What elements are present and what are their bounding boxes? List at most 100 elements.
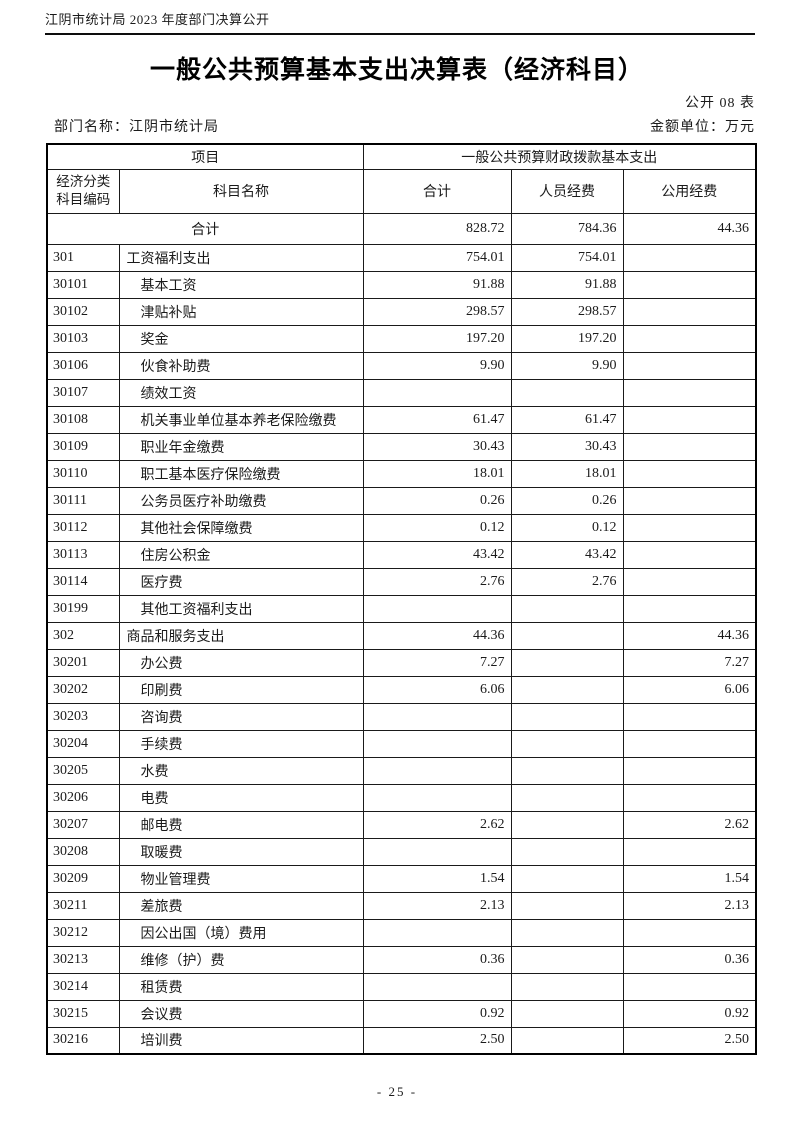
row-name: 水费 bbox=[118, 756, 364, 785]
table-header-row-2: 经济分类 科目编码 科目名称 合计 人员经费 公用经费 bbox=[46, 168, 757, 214]
table-row: 30201 办公费 7.27 7.27 bbox=[46, 648, 757, 677]
table-row: 30212 因公出国（境）费用 bbox=[46, 918, 757, 947]
row-public-value bbox=[622, 918, 757, 947]
row-total-value: 0.36 bbox=[362, 945, 512, 974]
row-personnel-value: 298.57 bbox=[510, 297, 624, 326]
row-total-value: 1.54 bbox=[362, 864, 512, 893]
row-personnel-value: 0.26 bbox=[510, 486, 624, 515]
row-code: 30113 bbox=[46, 540, 120, 569]
table-row: 302 商品和服务支出 44.36 44.36 bbox=[46, 621, 757, 650]
table-row: 30112 其他社会保障缴费 0.12 0.12 bbox=[46, 513, 757, 542]
row-public-value: 1.54 bbox=[622, 864, 757, 893]
table-row: 30204 手续费 bbox=[46, 729, 757, 758]
row-public-value bbox=[622, 459, 757, 488]
row-code: 30216 bbox=[46, 1026, 120, 1055]
row-code: 30211 bbox=[46, 891, 120, 920]
row-code: 30107 bbox=[46, 378, 120, 407]
row-public-value: 7.27 bbox=[622, 648, 757, 677]
row-total-value: 44.36 bbox=[362, 621, 512, 650]
row-name: 印刷费 bbox=[118, 675, 364, 704]
row-personnel-value bbox=[510, 594, 624, 623]
row-total-value: 0.26 bbox=[362, 486, 512, 515]
row-personnel-value: 9.90 bbox=[510, 351, 624, 380]
row-personnel-value bbox=[510, 621, 624, 650]
row-public-value: 44.36 bbox=[622, 621, 757, 650]
row-total-value bbox=[362, 918, 512, 947]
table-row: 30106 伙食补助费 9.90 9.90 bbox=[46, 351, 757, 380]
row-personnel-value bbox=[510, 729, 624, 758]
row-code: 30207 bbox=[46, 810, 120, 839]
row-code: 30114 bbox=[46, 567, 120, 596]
table-row: 30208 取暖费 bbox=[46, 837, 757, 866]
row-name: 电费 bbox=[118, 783, 364, 812]
row-public-value bbox=[622, 729, 757, 758]
row-public-value: 44.36 bbox=[622, 212, 757, 245]
budget-table: 项目 一般公共预算财政拨款基本支出 经济分类 科目编码 科目名称 合计 人员经费… bbox=[46, 143, 758, 1055]
row-public-value: 6.06 bbox=[622, 675, 757, 704]
row-total-value bbox=[362, 729, 512, 758]
row-code: 30102 bbox=[46, 297, 120, 326]
row-code: 30199 bbox=[46, 594, 120, 623]
row-personnel-value bbox=[510, 648, 624, 677]
row-public-value bbox=[622, 432, 757, 461]
table-row: 30103 奖金 197.20 197.20 bbox=[46, 324, 757, 353]
row-name: 其他社会保障缴费 bbox=[118, 513, 364, 542]
row-total-value: 197.20 bbox=[362, 324, 512, 353]
row-public-value bbox=[622, 270, 757, 299]
table-row: 30111 公务员医疗补助缴费 0.26 0.26 bbox=[46, 486, 757, 515]
row-total-value: 0.12 bbox=[362, 513, 512, 542]
row-code: 30201 bbox=[46, 648, 120, 677]
row-personnel-value bbox=[510, 675, 624, 704]
row-personnel-value bbox=[510, 756, 624, 785]
row-total-value: 91.88 bbox=[362, 270, 512, 299]
row-personnel-value: 43.42 bbox=[510, 540, 624, 569]
project-header: 项目 bbox=[46, 143, 364, 170]
row-public-value bbox=[622, 594, 757, 623]
row-total-value bbox=[362, 837, 512, 866]
row-public-value bbox=[622, 405, 757, 434]
row-code: 302 bbox=[46, 621, 120, 650]
row-code: 30112 bbox=[46, 513, 120, 542]
row-code: 301 bbox=[46, 243, 120, 272]
row-name: 物业管理费 bbox=[118, 864, 364, 893]
row-public-value bbox=[622, 702, 757, 731]
total-column-header: 合计 bbox=[362, 168, 512, 214]
row-personnel-value: 0.12 bbox=[510, 513, 624, 542]
row-personnel-value bbox=[510, 891, 624, 920]
row-personnel-value bbox=[510, 972, 624, 1001]
personnel-column-header: 人员经费 bbox=[510, 168, 624, 214]
row-code: 30108 bbox=[46, 405, 120, 434]
row-code: 30202 bbox=[46, 675, 120, 704]
table-row: 30202 印刷费 6.06 6.06 bbox=[46, 675, 757, 704]
row-personnel-value: 784.36 bbox=[510, 212, 624, 245]
table-header: 项目 一般公共预算财政拨款基本支出 经济分类 科目编码 科目名称 合计 人员经费… bbox=[46, 143, 757, 214]
row-name: 职业年金缴费 bbox=[118, 432, 364, 461]
row-code: 30209 bbox=[46, 864, 120, 893]
row-name: 手续费 bbox=[118, 729, 364, 758]
table-row: 合计 828.72 784.36 44.36 bbox=[46, 212, 757, 245]
public-column-header: 公用经费 bbox=[622, 168, 757, 214]
table-row: 30207 邮电费 2.62 2.62 bbox=[46, 810, 757, 839]
row-public-value bbox=[622, 756, 757, 785]
row-total-value: 18.01 bbox=[362, 459, 512, 488]
row-total-value: 298.57 bbox=[362, 297, 512, 326]
row-total-value: 2.13 bbox=[362, 891, 512, 920]
row-total-value bbox=[362, 594, 512, 623]
table-number-note: 公开 08 表 bbox=[685, 96, 755, 111]
row-public-value bbox=[622, 243, 757, 272]
row-name: 咨询费 bbox=[118, 702, 364, 731]
row-name: 医疗费 bbox=[118, 567, 364, 596]
row-code: 30205 bbox=[46, 756, 120, 785]
row-total-value: 7.27 bbox=[362, 648, 512, 677]
budget-group-header: 一般公共预算财政拨款基本支出 bbox=[362, 143, 757, 170]
row-personnel-value bbox=[510, 810, 624, 839]
row-name: 邮电费 bbox=[118, 810, 364, 839]
row-personnel-value: 61.47 bbox=[510, 405, 624, 434]
meta-row: 部门名称：江阴市统计局 金额单位：万元 bbox=[54, 116, 755, 136]
row-total-value: 61.47 bbox=[362, 405, 512, 434]
row-public-value bbox=[622, 513, 757, 542]
table-row: 30109 职业年金缴费 30.43 30.43 bbox=[46, 432, 757, 461]
table-body: 合计 828.72 784.36 44.36 301 工资福利支出 754.01 754.01… bbox=[46, 212, 757, 1055]
table-row: 30203 咨询费 bbox=[46, 702, 757, 731]
